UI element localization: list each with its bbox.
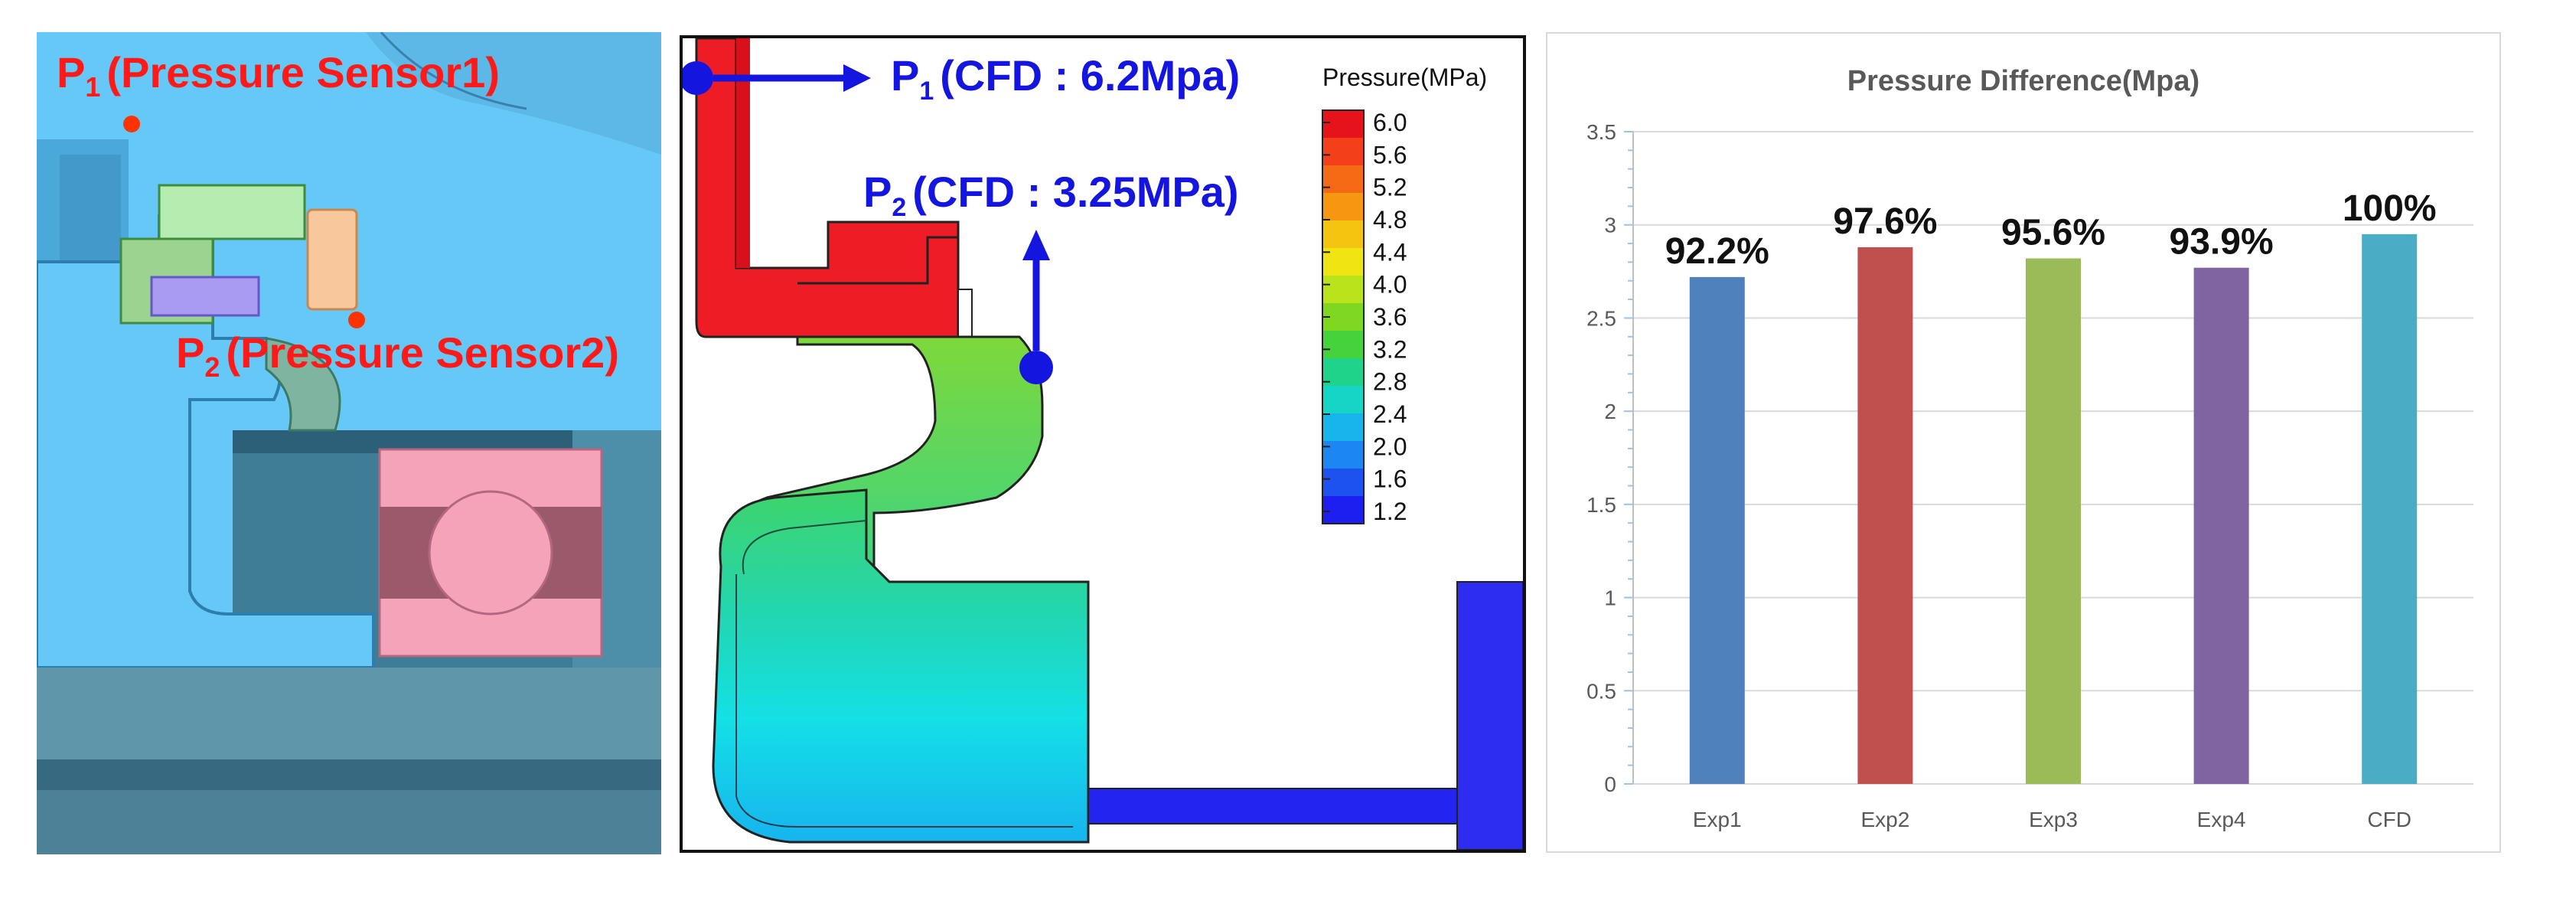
y-tick-label: 1.5 bbox=[1586, 493, 1616, 517]
x-tick-label-exp1: Exp1 bbox=[1693, 808, 1742, 831]
bar-exp4[interactable] bbox=[2193, 267, 2249, 784]
cfd-seal-gap bbox=[957, 289, 973, 338]
legend-tick-label: 6.0 bbox=[1373, 109, 1407, 136]
cad-shaft bbox=[37, 668, 661, 759]
y-tick-label: 3 bbox=[1604, 214, 1616, 237]
data-label-cfd: 100% bbox=[2343, 188, 2437, 229]
bar-exp3[interactable] bbox=[2026, 258, 2081, 784]
cfd-seal-outline bbox=[797, 236, 958, 285]
legend-tick-label: 3.2 bbox=[1373, 335, 1407, 363]
cfd-legend-ticks: 6.0 5.6 5.2 4.8 4.4 4.0 3.6 3.2 2.8 2.4 2.0 1.6 1.2 bbox=[1322, 109, 1407, 525]
sensor-p1-subscript: 1 bbox=[85, 71, 100, 103]
cfd-p2-subscript: 2 bbox=[892, 193, 906, 222]
chart-title: Pressure Difference(Mpa) bbox=[1847, 65, 2199, 97]
legend-tick-label: 2.4 bbox=[1373, 400, 1407, 428]
chart-y-tick-labels: 0 0.5 1 1.5 2 2.5 3 3.5 bbox=[1586, 120, 1616, 796]
cfd-high-pressure-zone bbox=[695, 38, 960, 338]
legend-color-band bbox=[1322, 165, 1364, 194]
cfd-p1-arrowhead bbox=[843, 64, 871, 92]
cad-seal-upper bbox=[158, 184, 306, 240]
cfd-p1-label: P1 (CFD : 6.2Mpa) bbox=[891, 51, 1240, 106]
legend-color-band bbox=[1322, 276, 1364, 304]
cfd-p2-text: (CFD : 3.25MPa) bbox=[912, 168, 1238, 216]
y-tick-label: 3.5 bbox=[1586, 120, 1616, 144]
y-tick-label: 1 bbox=[1604, 586, 1616, 610]
cfd-outlet-block bbox=[1456, 581, 1523, 850]
cad-purple-insert bbox=[150, 276, 260, 317]
cad-shaft-shadow bbox=[37, 759, 661, 790]
y-tick-label: 2.5 bbox=[1586, 306, 1616, 330]
cfd-volute-chamber bbox=[712, 488, 1090, 844]
cfd-legend-title: Pressure(MPa) bbox=[1322, 64, 1487, 91]
bar-chart-svg: Pressure Difference(Mpa) 0 0.5 1 1.5 2 2.5 3 3.… bbox=[1586, 65, 2473, 831]
bar-exp2[interactable] bbox=[1857, 247, 1913, 784]
legend-tick-label: 4.8 bbox=[1373, 206, 1407, 233]
sensor-p2-text: (Pressure Sensor2) bbox=[226, 328, 619, 377]
legend-tick-label: 5.6 bbox=[1373, 141, 1407, 168]
legend-tick-label: 1.2 bbox=[1373, 498, 1407, 525]
x-tick-label-exp2: Exp2 bbox=[1860, 808, 1909, 831]
data-label-exp3: 95.6% bbox=[2001, 213, 2105, 253]
legend-color-band bbox=[1322, 469, 1364, 497]
chart-x-tick-labels: Exp1 Exp2 Exp3 Exp4 CFD bbox=[1693, 808, 2411, 831]
bar-exp1[interactable] bbox=[1689, 276, 1745, 785]
cfd-p1-subscript: 1 bbox=[919, 77, 934, 106]
data-label-exp2: 97.6% bbox=[1833, 201, 1937, 242]
cad-orange-block bbox=[306, 208, 358, 311]
pressure-difference-chart: Pressure Difference(Mpa) 0 0.5 1 1.5 2 2.5 3 3.… bbox=[1546, 32, 2501, 853]
chart-data-labels: 92.2% 97.6% 95.6% 93.9% 100% bbox=[1665, 188, 2437, 272]
chart-y-axis bbox=[1624, 131, 1634, 785]
legend-color-band bbox=[1322, 110, 1364, 139]
x-tick-label-cfd: CFD bbox=[2367, 808, 2411, 831]
cfd-inlet-wall bbox=[736, 38, 750, 268]
legend-tick-label: 2.8 bbox=[1373, 368, 1407, 396]
legend-color-band bbox=[1322, 193, 1364, 221]
legend-tick-label: 2.0 bbox=[1373, 433, 1407, 460]
cfd-volute-inner-line bbox=[742, 520, 867, 575]
legend-color-band bbox=[1322, 331, 1364, 359]
data-label-exp1: 92.2% bbox=[1665, 231, 1769, 272]
cad-casing-edge bbox=[380, 32, 527, 110]
data-label-exp4: 93.9% bbox=[2170, 222, 2274, 263]
legend-tick-label: 4.0 bbox=[1373, 271, 1407, 299]
y-tick-label: 2 bbox=[1604, 400, 1616, 423]
legend-color-band bbox=[1322, 220, 1364, 249]
legend-color-band bbox=[1322, 441, 1364, 469]
y-tick-label: 0 bbox=[1604, 772, 1616, 796]
cad-bearing-ball bbox=[428, 490, 553, 616]
sensor-p1-label: P1 (Pressure Sensor1) bbox=[57, 48, 500, 103]
legend-color-band bbox=[1322, 496, 1364, 524]
sensor-p2-label: P2 (Pressure Sensor2) bbox=[176, 328, 619, 383]
sensor-p1-text: (Pressure Sensor1) bbox=[106, 48, 500, 96]
x-tick-label-exp3: Exp3 bbox=[2029, 808, 2078, 831]
legend-tick-label: 4.4 bbox=[1373, 238, 1407, 266]
cfd-contour-panel: P1 (CFD : 6.2Mpa) P2 (CFD : 3.25MPa) Press… bbox=[680, 35, 1526, 853]
chart-bars bbox=[1689, 233, 2418, 785]
legend-color-band bbox=[1322, 138, 1364, 166]
cfd-p2-dot[interactable] bbox=[1019, 351, 1053, 384]
cfd-volute-wall-line bbox=[735, 574, 1073, 828]
cfd-p1-dot[interactable] bbox=[683, 61, 713, 95]
sensor-p2-dot[interactable] bbox=[348, 312, 365, 328]
cfd-p1-text: (CFD : 6.2Mpa) bbox=[940, 51, 1240, 100]
bar-cfd[interactable] bbox=[2362, 233, 2418, 784]
cfd-p2-arrowhead bbox=[1022, 230, 1050, 260]
y-tick-label: 0.5 bbox=[1586, 679, 1616, 703]
cfd-p2-label: P2 (CFD : 3.25MPa) bbox=[863, 168, 1239, 222]
legend-tick-label: 5.2 bbox=[1373, 174, 1407, 201]
sensor-p1-dot[interactable] bbox=[123, 116, 140, 132]
legend-color-band bbox=[1322, 413, 1364, 442]
legend-tick-label: 3.6 bbox=[1373, 303, 1407, 331]
cad-drawing: P1 (Pressure Sensor1) P2 (Pressure Sensor2… bbox=[37, 32, 661, 854]
cfd-drawing: P1 (CFD : 6.2Mpa) P2 (CFD : 3.25MPa) Press… bbox=[683, 38, 1523, 850]
cad-seal-passage bbox=[265, 337, 341, 432]
sensor-p2-subscript: 2 bbox=[204, 351, 220, 383]
legend-color-band bbox=[1322, 386, 1364, 414]
x-tick-label-exp4: Exp4 bbox=[2197, 808, 2246, 831]
cfd-outlet-pipe bbox=[1087, 788, 1518, 825]
cad-cross-section-panel: P1 (Pressure Sensor1) P2 (Pressure Sensor2… bbox=[37, 32, 661, 854]
cad-top-casing bbox=[366, 32, 661, 155]
legend-tick-label: 1.6 bbox=[1373, 465, 1407, 493]
